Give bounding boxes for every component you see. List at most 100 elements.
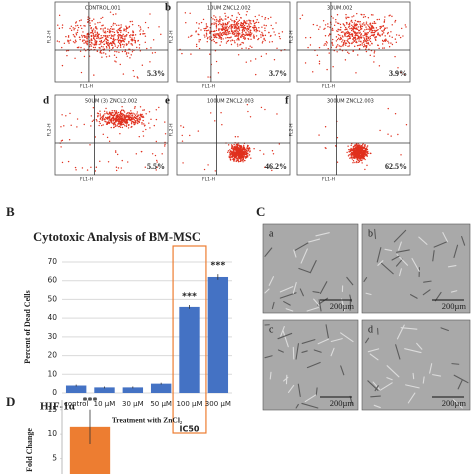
event-dot: [113, 54, 116, 56]
event-dot: [222, 22, 224, 24]
event-dot: [377, 28, 379, 31]
event-dot: [240, 17, 242, 19]
event-dot: [141, 121, 143, 124]
event-dot: [99, 160, 101, 163]
event-dot: [104, 34, 106, 37]
event-dot: [181, 52, 183, 55]
cell: [422, 376, 425, 384]
event-dot: [237, 12, 240, 14]
event-dot: [357, 54, 359, 56]
event-dot: [133, 107, 136, 109]
event-dot: [264, 18, 266, 20]
event-dot: [144, 35, 147, 37]
event-dot: [366, 153, 368, 155]
event-dot: [121, 118, 124, 120]
event-dot: [336, 22, 339, 24]
event-dot: [249, 150, 251, 152]
micrograph-label: c: [269, 324, 274, 335]
event-dot: [374, 22, 377, 25]
event-dot: [90, 40, 92, 42]
event-dot: [356, 32, 359, 34]
event-dot: [123, 44, 125, 46]
event-dot: [144, 21, 147, 24]
event-dot: [164, 133, 167, 135]
event-dot: [126, 43, 128, 45]
event-dot: [348, 148, 350, 151]
event-dot: [261, 15, 263, 18]
event-dot: [161, 153, 163, 155]
event-dot: [243, 29, 245, 32]
event-dot: [247, 26, 249, 28]
event-dot: [331, 41, 333, 44]
event-dot: [149, 61, 151, 63]
event-dot: [230, 29, 233, 31]
cell: [372, 381, 380, 390]
cell: [264, 247, 273, 257]
event-dot: [74, 42, 76, 44]
event-dot: [108, 29, 111, 31]
y-tick-label: 60: [47, 276, 57, 285]
event-dot: [124, 124, 126, 127]
event-dot: [121, 43, 124, 46]
event-dot: [383, 39, 386, 41]
event-dot: [363, 22, 365, 24]
event-dot: [95, 26, 97, 28]
event-dot: [105, 38, 108, 41]
event-dot: [372, 14, 374, 16]
event-dot: [89, 43, 91, 46]
event-dot: [88, 17, 91, 20]
event-dot: [356, 21, 359, 23]
cell: [287, 384, 295, 394]
event-dot: [94, 46, 96, 49]
event-dot: [305, 37, 307, 39]
event-dot: [189, 134, 191, 137]
event-dot: [86, 38, 88, 40]
significance: ***: [210, 260, 225, 271]
event-dot: [104, 35, 106, 38]
event-dot: [215, 18, 218, 21]
event-dot: [343, 40, 346, 42]
event-dot: [260, 34, 262, 36]
cell: [293, 249, 297, 258]
event-dot: [270, 16, 272, 19]
event-dot: [149, 13, 151, 15]
event-dot: [158, 106, 160, 109]
event-dot: [142, 130, 144, 133]
event-dot: [347, 155, 350, 157]
event-dot: [156, 159, 158, 162]
event-dot: [70, 25, 73, 27]
cell: [365, 292, 372, 296]
event-dot: [98, 37, 100, 40]
event-dot: [219, 20, 221, 22]
event-dot: [96, 50, 98, 52]
event-dot: [103, 110, 106, 112]
event-dot: [115, 151, 117, 154]
event-dot: [244, 37, 247, 39]
event-dot: [112, 35, 115, 37]
event-dot: [141, 123, 143, 125]
event-dot: [130, 34, 132, 36]
event-dot: [238, 19, 241, 22]
event-dot: [352, 50, 354, 53]
event-dot: [363, 147, 365, 149]
event-dot: [112, 42, 115, 44]
chart-title: HIF-1α: [40, 401, 76, 413]
event-dot: [247, 147, 250, 149]
y-tick-label: 70: [47, 257, 57, 266]
event-dot: [240, 23, 242, 25]
event-dot: [75, 34, 78, 36]
event-dot: [335, 18, 337, 21]
event-dot: [364, 24, 366, 26]
event-dot: [235, 18, 238, 21]
event-dot: [97, 35, 99, 37]
event-dot: [113, 39, 115, 42]
event-dot: [360, 155, 362, 157]
event-dot: [94, 170, 97, 172]
event-dot: [238, 28, 240, 30]
cell: [285, 308, 294, 312]
cell: [264, 355, 273, 359]
event-dot: [301, 14, 304, 16]
event-dot: [353, 157, 356, 159]
event-dot: [352, 28, 354, 31]
event-dot: [234, 147, 237, 149]
